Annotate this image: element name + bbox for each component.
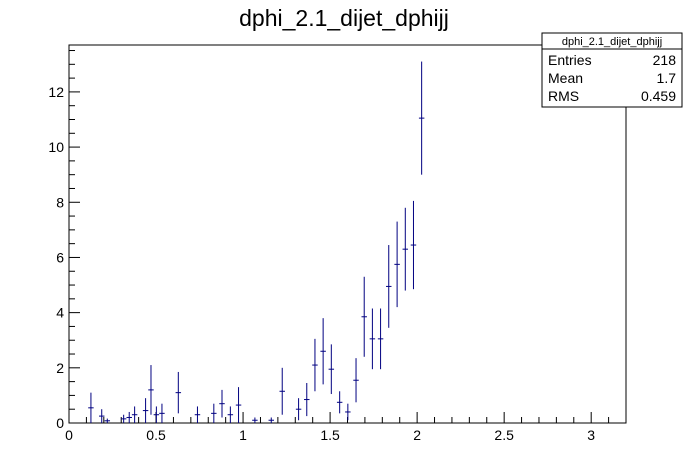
data-point	[418, 61, 425, 175]
data-point	[88, 392, 94, 423]
x-tick-label: 3	[587, 427, 595, 443]
data-point	[336, 391, 343, 414]
x-tick-label: 1.5	[320, 427, 340, 443]
stats-box-title: dphi_2.1_dijet_dphijj	[562, 36, 662, 48]
data-point	[194, 406, 201, 423]
data-point	[104, 418, 111, 423]
data-point	[227, 406, 234, 423]
data-point	[369, 308, 376, 370]
x-axis: 0 0.5 1 1.5 2 2.5 3	[65, 412, 627, 443]
data-point	[268, 417, 274, 423]
y-axis: 0 2 4 6 8 10 12	[48, 50, 80, 431]
data-point	[211, 403, 217, 423]
stats-box: dphi_2.1_dijet_dphijj Entries 218 Mean 1…	[541, 32, 683, 108]
x-tick-label: 2.5	[494, 427, 514, 443]
y-tick-label: 8	[56, 194, 64, 210]
plot-frame	[68, 44, 627, 424]
data-point	[279, 367, 285, 415]
data-points	[88, 61, 425, 423]
data-point	[142, 398, 149, 423]
x-tick-label: 0	[65, 427, 73, 443]
stats-mean-value: 1.7	[657, 70, 677, 86]
data-point	[252, 417, 258, 423]
data-point	[98, 409, 105, 423]
data-point	[159, 403, 165, 423]
data-point	[235, 387, 242, 423]
data-point	[120, 414, 127, 423]
data-point	[175, 371, 182, 414]
y-tick-label: 0	[56, 415, 64, 431]
stats-rms-value: 0.459	[641, 88, 676, 104]
stats-entries-label: Entries	[548, 52, 592, 68]
data-point	[394, 221, 400, 308]
data-point	[153, 406, 160, 423]
stats-rms-label: RMS	[548, 88, 579, 104]
x-tick-label: 1	[239, 427, 247, 443]
y-tick-label: 12	[48, 84, 64, 100]
y-tick-label: 10	[48, 139, 64, 155]
chart-title: dphi_2.1_dijet_dphijj	[239, 5, 449, 31]
stats-entries-value: 218	[653, 52, 677, 68]
stats-box-frame	[541, 32, 683, 108]
data-point	[377, 308, 384, 370]
y-tick-label: 4	[56, 305, 64, 321]
x-tick-label: 0.5	[146, 427, 166, 443]
data-point	[126, 411, 132, 423]
y-tick-label: 2	[56, 360, 64, 376]
data-point	[320, 318, 326, 385]
data-point	[328, 344, 335, 395]
data-point	[402, 207, 409, 291]
data-point	[345, 403, 351, 421]
data-point	[361, 276, 367, 357]
data-point	[219, 389, 225, 418]
data-point	[410, 200, 417, 290]
data-point	[312, 338, 318, 392]
data-point	[295, 398, 302, 421]
data-point	[148, 365, 154, 415]
stats-mean-label: Mean	[548, 70, 583, 86]
data-point	[131, 406, 138, 423]
data-point	[386, 245, 392, 328]
data-point	[353, 358, 359, 403]
x-tick-label: 2	[413, 427, 421, 443]
y-tick-label: 6	[56, 249, 64, 265]
data-point	[304, 382, 310, 417]
